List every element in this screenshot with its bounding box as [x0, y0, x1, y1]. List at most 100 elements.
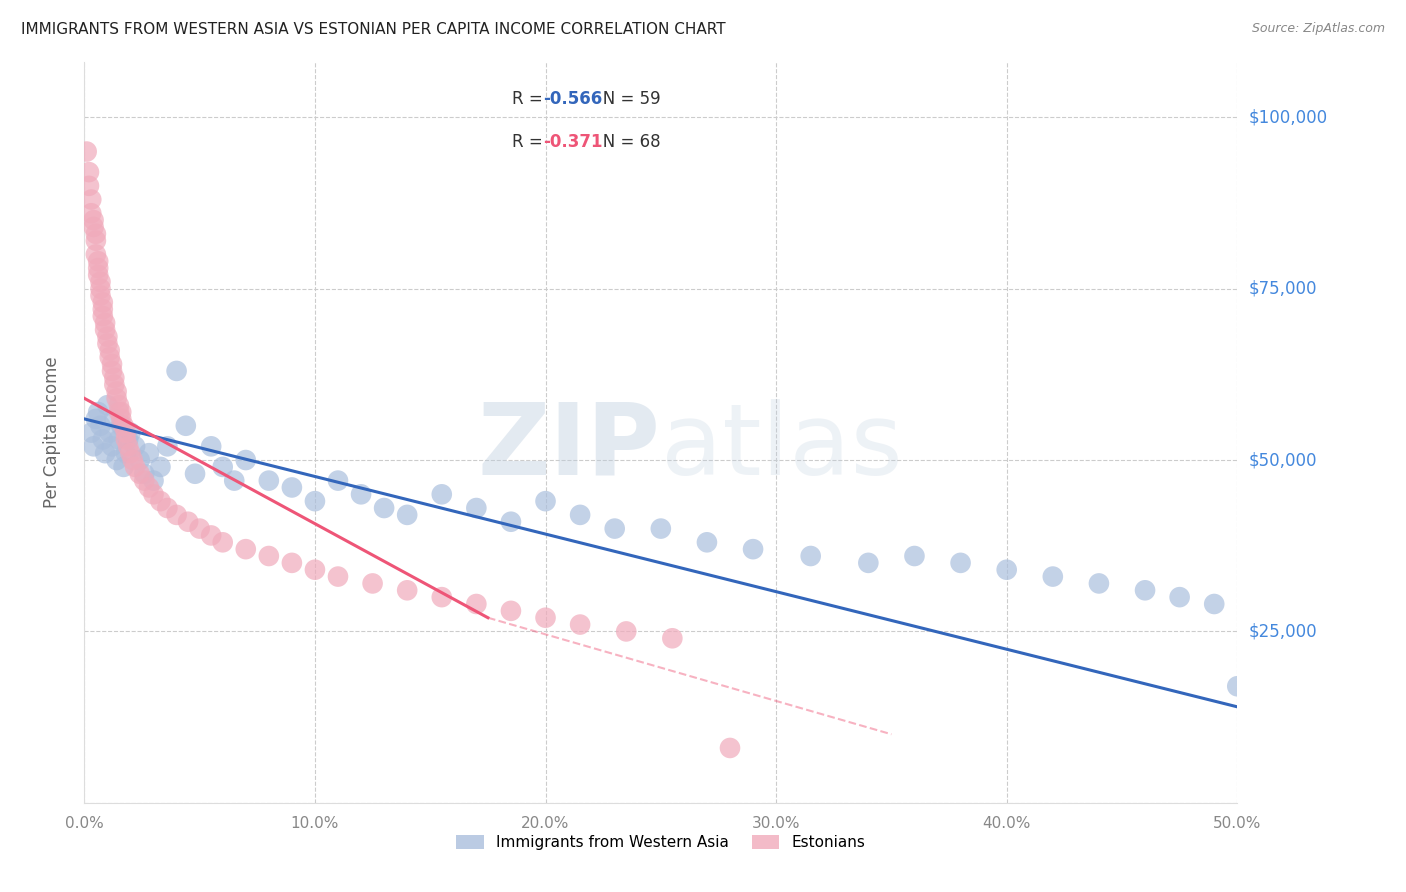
Point	[84, 234, 107, 248]
Point	[108, 433, 131, 447]
Point	[614, 624, 637, 639]
Point	[166, 508, 188, 522]
Point	[80, 193, 103, 207]
Point	[91, 309, 114, 323]
Point	[304, 494, 326, 508]
Point	[1133, 583, 1156, 598]
Point	[650, 522, 672, 536]
Point	[87, 254, 110, 268]
Point	[103, 371, 125, 385]
Point	[101, 357, 124, 371]
Point	[304, 563, 326, 577]
Text: $100,000: $100,000	[1249, 108, 1327, 127]
Point	[200, 439, 222, 453]
Point	[121, 453, 143, 467]
Point	[1204, 597, 1226, 611]
Point	[83, 213, 105, 227]
Point	[235, 542, 257, 557]
Point	[1042, 569, 1064, 583]
Point	[211, 459, 233, 474]
Point	[91, 295, 114, 310]
Point	[281, 480, 304, 494]
Point	[94, 446, 117, 460]
Point	[184, 467, 207, 481]
Point	[430, 487, 453, 501]
Text: R =: R =	[512, 134, 548, 152]
Point	[84, 412, 107, 426]
Point	[76, 145, 98, 159]
Point	[89, 282, 111, 296]
Point	[94, 316, 117, 330]
Point	[156, 501, 179, 516]
Point	[858, 556, 880, 570]
Y-axis label: Per Capita Income: Per Capita Income	[42, 357, 60, 508]
Text: N = 59: N = 59	[588, 90, 661, 109]
Point	[200, 528, 222, 542]
Point	[115, 433, 138, 447]
Point	[120, 446, 142, 460]
Point	[108, 405, 131, 419]
Point	[156, 439, 179, 453]
Point	[534, 494, 557, 508]
Text: R =: R =	[512, 90, 548, 109]
Point	[1088, 576, 1111, 591]
Point	[281, 556, 304, 570]
Point	[96, 336, 118, 351]
Point	[995, 563, 1018, 577]
Point	[1168, 590, 1191, 604]
Point	[87, 261, 110, 276]
Point	[108, 398, 131, 412]
Point	[949, 556, 972, 570]
Point	[124, 459, 146, 474]
Text: N = 68: N = 68	[588, 134, 661, 152]
Point	[499, 604, 522, 618]
Point	[101, 439, 124, 453]
Point	[115, 446, 138, 460]
Point	[350, 487, 373, 501]
Point	[134, 474, 156, 488]
Point	[98, 350, 121, 364]
Point	[84, 247, 107, 261]
Point	[91, 433, 114, 447]
Point	[112, 418, 135, 433]
Point	[77, 178, 100, 193]
Point	[94, 323, 117, 337]
Point	[115, 425, 138, 440]
Point	[661, 632, 683, 646]
Point	[257, 549, 280, 563]
Point	[211, 535, 233, 549]
Point	[142, 474, 165, 488]
Point	[89, 418, 111, 433]
Point	[103, 412, 125, 426]
Point	[83, 219, 105, 234]
Point	[149, 459, 172, 474]
Point	[105, 392, 128, 406]
Point	[128, 453, 150, 467]
Point	[166, 364, 188, 378]
Point	[696, 535, 718, 549]
Point	[105, 453, 128, 467]
Point	[603, 522, 626, 536]
Point	[742, 542, 765, 557]
Point	[87, 268, 110, 282]
Point	[569, 617, 592, 632]
Point	[499, 515, 522, 529]
Point	[96, 329, 118, 343]
Point	[149, 494, 172, 508]
Point	[96, 398, 118, 412]
Point	[569, 508, 592, 522]
Text: -0.371: -0.371	[543, 134, 603, 152]
Point	[110, 418, 132, 433]
Point	[89, 288, 111, 302]
Point	[465, 501, 488, 516]
Legend: Immigrants from Western Asia, Estonians: Immigrants from Western Asia, Estonians	[449, 828, 873, 858]
Point	[361, 576, 384, 591]
Point	[138, 480, 160, 494]
Point	[110, 405, 132, 419]
Point	[117, 433, 139, 447]
Point	[430, 590, 453, 604]
Point	[224, 474, 246, 488]
Point	[112, 459, 135, 474]
Point	[120, 425, 142, 440]
Point	[83, 439, 105, 453]
